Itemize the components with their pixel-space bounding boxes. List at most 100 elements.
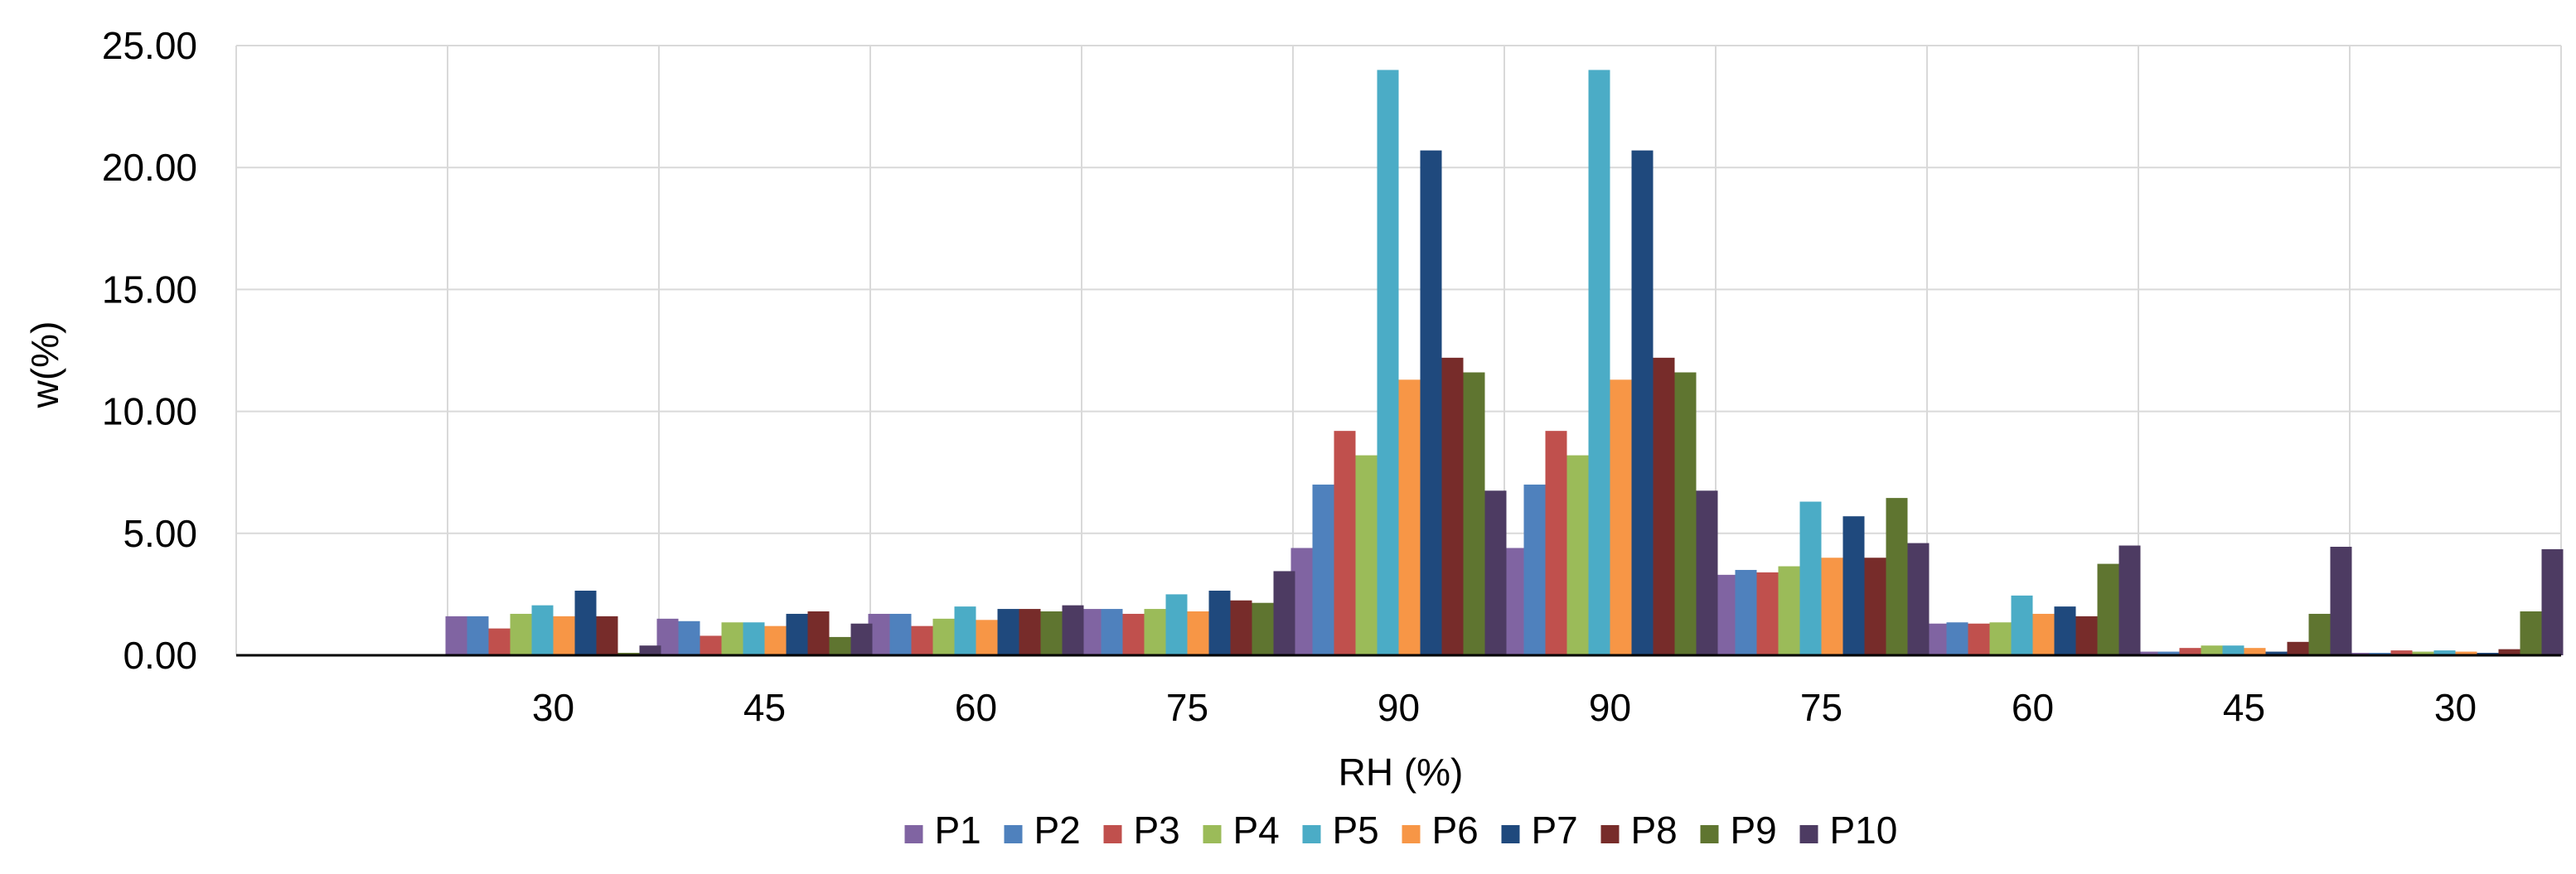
bar-p8-cat-6 [1653, 357, 1675, 655]
bar-p5-cat-3 [954, 606, 976, 655]
bar-p3-cat-7 [1756, 572, 1779, 655]
bar-p7-cat-6 [1631, 150, 1654, 656]
bar-p4-cat-4 [1144, 609, 1166, 655]
bar-p4-cat-3 [932, 618, 955, 655]
legend-swatch-p7 [1501, 825, 1520, 843]
bar-p9-cat-5 [1463, 372, 1485, 655]
legend-label-p9: P9 [1731, 809, 1777, 852]
legend-swatch-p4 [1203, 825, 1222, 843]
bar-p3-cat-6 [1545, 431, 1567, 655]
bar-p2-cat-2 [678, 620, 700, 655]
legend-label-p6: P6 [1432, 809, 1479, 852]
bar-p8-cat-8 [2075, 616, 2098, 655]
legend-label-p3: P3 [1134, 809, 1180, 852]
bar-p8-cat-1 [596, 616, 618, 655]
bar-p6-cat-7 [1821, 558, 1843, 655]
bar-layer [445, 70, 2564, 656]
bar-p3-cat-10 [2390, 650, 2413, 655]
legend-label-p4: P4 [1233, 809, 1280, 852]
bar-p2-cat-9 [2157, 651, 2180, 655]
y-tick-label: 25.00 [102, 24, 197, 67]
legend-swatch-p10 [1799, 825, 1818, 843]
bar-p3-cat-8 [1968, 623, 1990, 655]
bar-p7-cat-9 [2265, 651, 2288, 655]
legend-swatch-p9 [1700, 825, 1719, 843]
bar-p2-cat-1 [467, 616, 489, 655]
bar-p5-cat-6 [1588, 70, 1610, 655]
legend: P1 P2 P3 P4 P5 P6 P7 P8 P9 P10 [904, 809, 1898, 852]
legend-swatch-p8 [1600, 825, 1620, 843]
bar-p6-cat-1 [553, 616, 575, 655]
bar-p8-cat-7 [1864, 558, 1886, 655]
bar-p8-cat-2 [807, 611, 830, 655]
y-tick-label: 5.00 [123, 512, 197, 555]
legend-label-p1: P1 [935, 809, 981, 852]
bar-p6-cat-4 [1187, 611, 1209, 655]
bar-p9-cat-6 [1674, 372, 1697, 655]
bar-p4-cat-8 [1989, 622, 2012, 655]
bar-p4-cat-2 [721, 622, 743, 655]
bar-p6-cat-9 [2244, 648, 2266, 655]
x-tick-label: 30 [2434, 686, 2477, 729]
bar-p10-cat-1 [639, 645, 661, 655]
bar-p9-cat-8 [2097, 563, 2119, 655]
bar-p8-cat-10 [2498, 649, 2520, 655]
bar-p5-cat-1 [531, 605, 554, 655]
y-tick-label: 20.00 [102, 146, 197, 189]
bar-p4-cat-10 [2412, 651, 2434, 655]
bar-p9-cat-7 [1886, 498, 1908, 655]
legend-swatch-p1 [904, 825, 923, 843]
bar-p5-cat-7 [1799, 501, 1822, 655]
bar-p3-cat-5 [1334, 431, 1356, 655]
bar-p8-cat-9 [2287, 641, 2309, 655]
x-tick-label: 60 [955, 686, 997, 729]
bar-p6-cat-8 [2032, 613, 2055, 655]
bar-p9-cat-10 [2520, 611, 2542, 655]
bar-p7-cat-8 [2054, 606, 2076, 655]
bar-p6-cat-2 [764, 625, 787, 655]
legend-label-p8: P8 [1631, 809, 1678, 852]
bar-p7-cat-2 [786, 613, 808, 655]
x-tick-label: 45 [2223, 686, 2265, 729]
y-tick-label: 10.00 [102, 390, 197, 433]
y-tick-label: 15.00 [102, 268, 197, 311]
bar-p10-cat-3 [1062, 605, 1084, 655]
bar-p6-cat-5 [1398, 379, 1421, 655]
x-tick-label: 30 [532, 686, 574, 729]
tick-layer: 0.00 5.00 10.00 15.00 20.00 25.00 30 45 60 75 90 90… [102, 24, 2477, 729]
bar-p5-cat-2 [743, 622, 765, 655]
x-tick-label: 45 [743, 686, 786, 729]
bar-p8-cat-4 [1230, 600, 1252, 655]
legend-swatch-p5 [1302, 825, 1321, 843]
bar-p10-cat-9 [2330, 546, 2352, 655]
y-axis-title: w(%) [23, 321, 66, 409]
bar-p2-cat-3 [889, 613, 912, 655]
bar-p9-cat-2 [829, 636, 851, 655]
legend-swatch-p2 [1004, 825, 1023, 843]
legend-label-p10: P10 [1830, 809, 1898, 852]
bar-p2-cat-5 [1312, 484, 1334, 655]
bar-p4-cat-6 [1566, 455, 1589, 655]
bar-p2-cat-7 [1735, 569, 1757, 655]
bar-p6-cat-10 [2455, 651, 2477, 655]
bar-p5-cat-10 [2433, 650, 2456, 655]
bar-p10-cat-4 [1273, 571, 1295, 655]
bar-p10-cat-8 [2118, 545, 2141, 655]
legend-swatch-p6 [1402, 825, 1421, 843]
bar-p4-cat-9 [2201, 645, 2223, 655]
bar-p7-cat-5 [1420, 150, 1442, 656]
bar-p8-cat-3 [1019, 609, 1041, 655]
bar-p9-cat-3 [1040, 611, 1063, 655]
bar-p10-cat-7 [1907, 543, 1930, 655]
legend-swatch-p3 [1103, 825, 1122, 843]
bar-p6-cat-3 [976, 620, 998, 655]
bar-p10-cat-10 [2541, 548, 2564, 655]
bar-p4-cat-1 [510, 613, 532, 655]
x-tick-label: 60 [2012, 686, 2054, 729]
bar-p5-cat-4 [1165, 594, 1188, 655]
bar-p5-cat-5 [1377, 70, 1399, 655]
bar-p8-cat-5 [1441, 357, 1464, 655]
bar-p3-cat-9 [2179, 648, 2201, 655]
